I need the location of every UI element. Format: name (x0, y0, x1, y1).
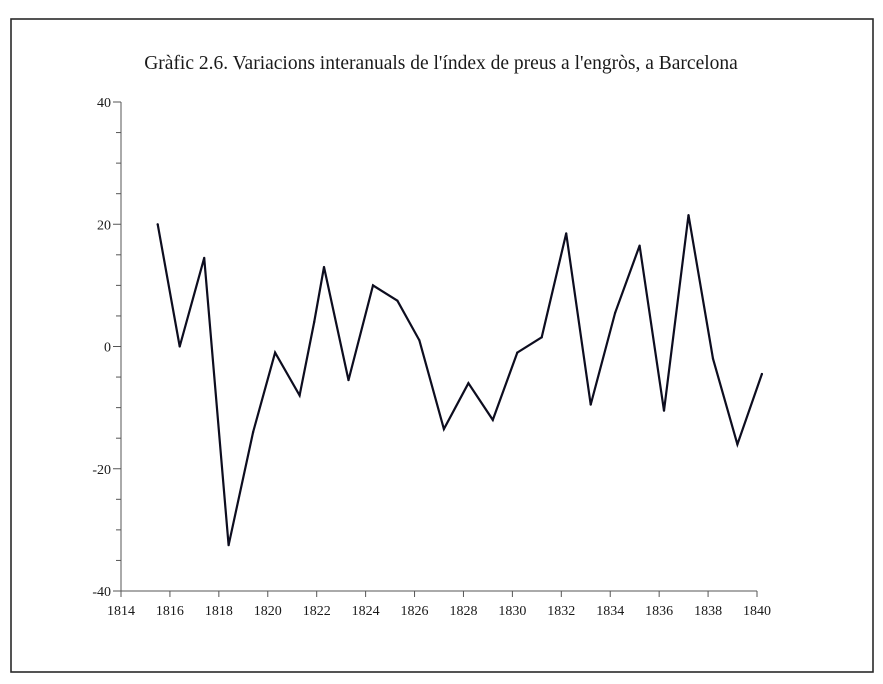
chart-title: Gràfic 2.6. Variacions interanuals de l'… (144, 53, 738, 74)
data-point (203, 256, 206, 259)
data-point (491, 418, 494, 421)
x-tick-label: 1820 (254, 604, 282, 619)
data-point (156, 223, 159, 226)
x-tick-label: 1826 (401, 604, 429, 619)
chart-frame (10, 18, 874, 673)
y-tick-label: 20 (97, 218, 111, 233)
data-point (252, 431, 255, 434)
data-point (298, 394, 301, 397)
x-tick-label: 1816 (156, 604, 184, 619)
data-point (589, 403, 592, 406)
y-axis-ticks: -40 -20 0 20 40 (92, 96, 121, 600)
data-point (516, 351, 519, 354)
data-point (687, 214, 690, 217)
x-axis-ticks: 1814 1816 1818 1820 1822 1824 1826 1828 1830 1832… (107, 591, 771, 619)
x-tick-label: 1818 (205, 604, 233, 619)
x-tick-label: 1832 (547, 604, 575, 619)
data-point (467, 382, 470, 385)
data-point (442, 427, 445, 431)
data-point (760, 372, 764, 376)
x-tick-label: 1830 (498, 604, 526, 619)
x-tick-label: 1828 (449, 604, 477, 619)
x-tick-label: 1840 (743, 604, 771, 619)
x-tick-label: 1834 (596, 604, 624, 619)
data-point (227, 544, 230, 547)
y-tick-label: -20 (92, 463, 111, 478)
data-points (156, 214, 764, 547)
data-point (418, 339, 421, 342)
data-point (662, 409, 666, 412)
data-point (178, 345, 181, 348)
y-tick-label: 0 (104, 341, 111, 356)
data-point (565, 232, 568, 235)
data-point (540, 336, 543, 339)
data-point (711, 357, 715, 360)
data-point (614, 311, 617, 314)
data-point (396, 299, 399, 302)
x-tick-label: 1824 (352, 604, 380, 619)
data-point (736, 443, 739, 446)
data-point (313, 320, 316, 324)
data-point (638, 244, 641, 247)
x-tick-label: 1838 (694, 604, 722, 619)
data-point (347, 379, 350, 382)
data-point (274, 351, 277, 354)
data-point (371, 284, 375, 287)
data-point (322, 265, 326, 269)
x-tick-label: 1822 (303, 604, 331, 619)
y-tick-label: -40 (92, 585, 111, 600)
x-tick-label: 1836 (645, 604, 673, 619)
x-tick-label: 1814 (107, 604, 135, 619)
y-tick-label: 40 (97, 96, 111, 111)
